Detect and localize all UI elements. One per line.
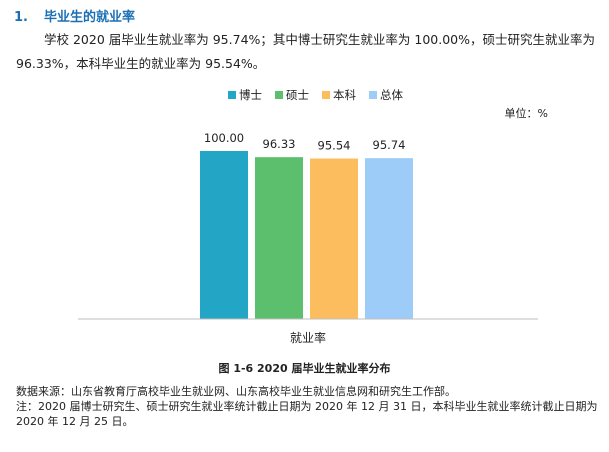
legend-label-1: 硕士	[286, 88, 309, 102]
bar-2	[310, 158, 358, 319]
bar-3	[365, 158, 413, 319]
bar-value-label-2: 95.54	[318, 138, 351, 152]
chart-legend: 博士 硕士 本科 总体	[228, 88, 403, 102]
bar-0	[200, 151, 248, 319]
footnote: 注：2020 届博士研究生、硕士研究生就业率统计截止日期为 2020 年 12 …	[16, 400, 598, 428]
legend-swatch-3	[369, 91, 377, 99]
section-title: 毕业生的就业率	[44, 10, 136, 25]
bar-value-label-1: 96.33	[263, 137, 296, 151]
legend-label-0: 博士	[239, 88, 262, 102]
source-note: 数据来源：山东省教育厅高校毕业生就业网、山东高校毕业生就业信息网和研究生工作部。	[16, 385, 456, 398]
intro-text: 学校 2020 届毕业生就业率为 95.74%；其中博士研究生就业率为 100.…	[16, 32, 595, 71]
legend-swatch-0	[228, 91, 236, 99]
category-label: 就业率	[290, 330, 326, 345]
legend-label-2: 本科	[333, 88, 356, 102]
chart-bars: 100.00 96.33 95.54 95.74	[200, 131, 413, 319]
bar-chart: 博士 硕士 本科 总体 单位：% 100.00 96.33 95.54 95.74 就业率	[78, 88, 548, 345]
notes: 数据来源：山东省教育厅高校毕业生就业网、山东高校毕业生就业信息网和研究生工作部。…	[16, 384, 601, 429]
bar-value-label-0: 100.00	[204, 131, 244, 145]
unit-label: 单位：%	[505, 106, 548, 120]
bar-1	[255, 157, 303, 319]
section-number: 1.	[14, 10, 28, 25]
legend-label-3: 总体	[380, 88, 403, 102]
legend-swatch-1	[275, 91, 283, 99]
section-heading: 1. 毕业生的就业率	[14, 6, 135, 25]
intro-paragraph: 学校 2020 届毕业生就业率为 95.74%；其中博士研究生就业率为 100.…	[16, 28, 596, 76]
bar-value-label-3: 95.74	[373, 138, 406, 152]
figure-caption: 图 1-6 2020 届毕业生就业率分布	[218, 362, 391, 375]
legend-swatch-2	[322, 91, 330, 99]
